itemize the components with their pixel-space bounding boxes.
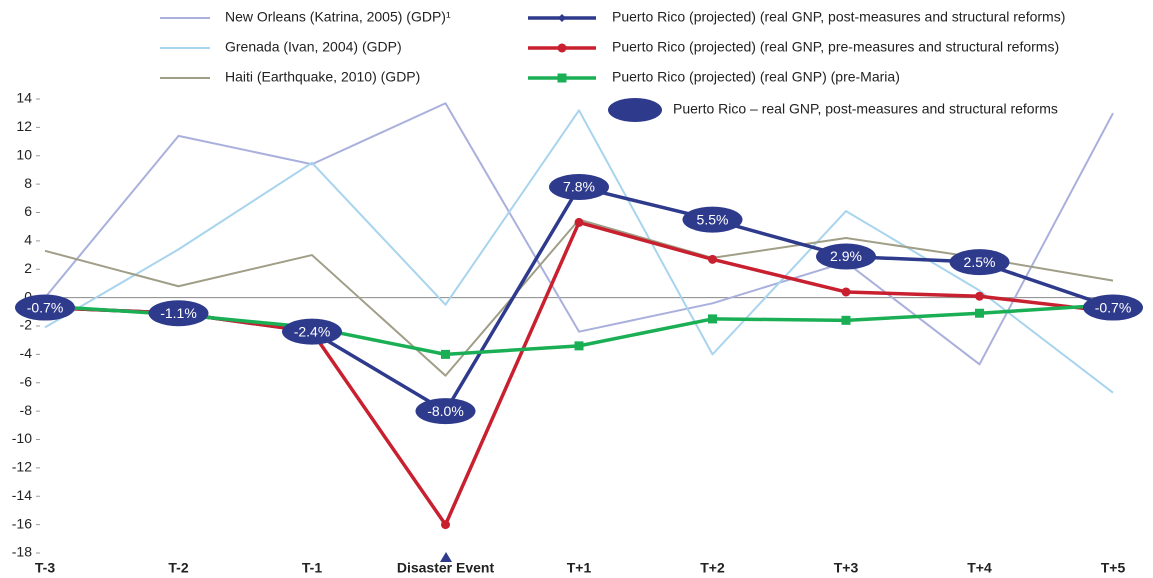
data-label: -0.7% [27,299,64,315]
x-tick-label: T+5 [1101,560,1126,576]
point [708,314,717,324]
data-label: -8.0% [427,403,464,419]
x-tick-label: T+4 [967,560,992,576]
legend-swatch [608,98,662,122]
x-tick-label: T+3 [834,560,859,576]
y-tick-label: -10 [12,430,32,446]
y-tick-label: -8 [20,402,33,418]
point [841,287,851,297]
y-tick-label: 8 [24,175,32,191]
data-label: -2.4% [294,323,331,339]
y-tick-label: 6 [24,203,32,219]
point [975,291,984,301]
point [441,349,450,359]
legend-label: Haiti (Earthquake, 2010) (GDP) [225,69,420,85]
legend-label: Puerto Rico (projected) (real GNP) (pre-… [612,69,900,85]
point [841,315,851,325]
legend-label: New Orleans (Katrina, 2005) (GDP)¹ [225,9,451,25]
data-label: -0.7% [1095,299,1132,315]
data-label-bg [1083,294,1143,321]
data-label-bg [282,318,342,345]
y-tick-label: 10 [16,146,32,162]
x-tick-label: T+2 [700,560,725,576]
data-label: 2.5% [964,254,996,270]
x-tick-label: Disaster Event [397,560,495,576]
point [574,341,584,351]
data-label-bg [415,398,476,425]
y-tick-label: 2 [24,260,32,276]
y-tick-label: 4 [24,232,32,248]
point [441,520,450,530]
y-tick-label: -16 [12,515,32,531]
data-label: 5.5% [697,211,729,227]
data-label-bg [148,300,209,327]
y-tick-label: 12 [16,118,32,134]
x-tick-label: T-2 [168,560,188,576]
x-tick-label: T-1 [302,560,322,576]
series-line [44,109,1114,394]
legend-label: Puerto Rico (projected) (real GNP, post-… [612,9,1065,25]
legend-label: Puerto Rico (projected) (real GNP, pre-m… [612,39,1059,55]
point [558,14,566,22]
data-label-bg [949,249,1010,276]
point [574,217,584,227]
y-tick-label: -18 [12,544,32,560]
y-tick-label: -4 [20,345,33,361]
y-tick-label: -2 [20,317,33,333]
data-label-bg [816,243,876,270]
event-marker [440,552,452,562]
point [557,73,567,83]
point [708,254,717,264]
data-label: 2.9% [830,248,862,264]
data-label-bg [549,173,609,200]
point [975,308,984,318]
data-label: -1.1% [160,305,197,321]
point [557,43,567,53]
series-line [44,102,1114,366]
x-tick-label: T-3 [35,560,55,576]
legend-label: Grenada (Ivan, 2004) (GDP) [225,39,402,55]
data-label-bg [15,294,75,321]
data-label: 7.8% [563,179,595,195]
y-tick-label: -14 [12,487,32,503]
x-tick-label: T+1 [567,560,592,576]
y-tick-label: 0 [24,288,32,304]
y-tick-label: -6 [20,373,33,389]
y-tick-label: 14 [16,90,32,106]
legend-label: Puerto Rico – real GNP, post-measures an… [673,101,1058,117]
data-label-bg [682,206,743,233]
y-tick-label: -12 [12,459,32,475]
